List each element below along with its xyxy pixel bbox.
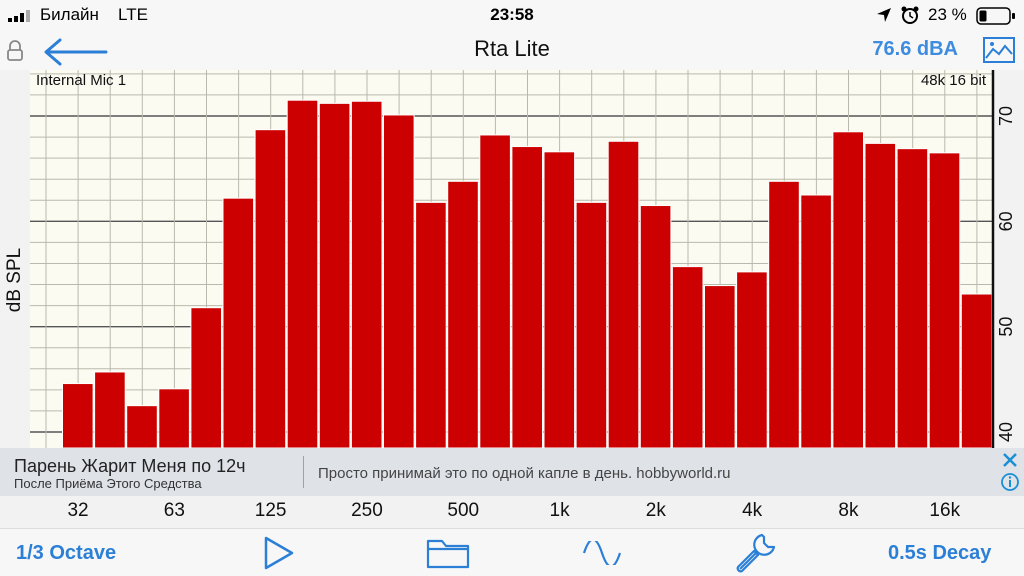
input-label: Internal Mic 1	[36, 72, 126, 89]
x-tick-label: 500	[447, 500, 480, 521]
navigation-bar: Rta Lite 76.6 dBA	[0, 30, 1024, 71]
spectrum-bar	[286, 99, 319, 449]
spectrum-bar	[415, 201, 447, 449]
spectrum-bar	[350, 100, 383, 449]
spectrum-bar	[704, 285, 736, 449]
spectrum-bar	[832, 131, 865, 449]
decay-button[interactable]: 0.5s Decay	[888, 542, 992, 564]
ad-subtitle[interactable]: После Приёма Этого Средства	[14, 476, 202, 491]
spectrum-bar	[447, 180, 479, 449]
spectrum-bar	[511, 146, 543, 449]
x-tick-label: 32	[67, 500, 89, 521]
y-tick-label: 70	[996, 106, 1016, 126]
spectrum-bar	[318, 102, 351, 449]
spectrum-bar	[928, 152, 961, 449]
spectrum-bar	[158, 388, 190, 449]
spectrum-bar	[575, 201, 608, 449]
back-arrow-icon[interactable]	[42, 38, 108, 66]
x-tick-label: 2k	[645, 500, 666, 521]
spectrum-bar	[736, 271, 768, 449]
spectrum-bar	[960, 293, 993, 449]
rta-chart[interactable]: 40 50 60 70 dB SPL Internal Mic 1 48k 16 bit	[0, 70, 1024, 449]
info-icon[interactable]	[1000, 472, 1020, 492]
frequency-axis: 32 63 125 250 500 1k 2k 4k 8k 16k	[0, 496, 1024, 528]
spl-level-readout[interactable]: 76.6 dBA	[872, 38, 958, 60]
signal-icon	[8, 10, 30, 22]
spectrum-bar	[126, 405, 158, 449]
x-tick-label: 250	[351, 500, 383, 521]
spectrum-bar	[639, 205, 672, 449]
spectrum-bar	[607, 140, 640, 449]
x-tick-label: 4k	[742, 500, 763, 521]
location-icon	[877, 8, 891, 22]
octave-button[interactable]: 1/3 Octave	[16, 542, 117, 564]
spectrum-bar	[479, 134, 511, 449]
x-tick-label: 63	[163, 500, 185, 521]
battery-icon	[976, 7, 1015, 25]
x-tick-label: 8k	[838, 500, 859, 521]
waveform-icon[interactable]	[582, 541, 622, 565]
ad-banner[interactable]: Парень Жарит Меня по 12ч После Приёма Эт…	[0, 448, 1024, 496]
close-icon[interactable]	[1000, 450, 1020, 470]
clock: 23:58	[490, 5, 534, 24]
spectrum-bar	[190, 307, 222, 449]
wrench-icon[interactable]	[734, 531, 778, 573]
spectrum-bar	[800, 194, 832, 449]
y-tick-label: 50	[996, 317, 1016, 337]
y-axis-strip	[993, 70, 1024, 448]
spectrum-bar	[254, 129, 287, 449]
x-tick-label: 125	[254, 500, 287, 521]
ad-description[interactable]: Просто принимай это по одной капле в ден…	[318, 465, 731, 482]
spectrum-bar	[222, 197, 255, 449]
play-icon[interactable]	[262, 535, 296, 571]
status-bar: Билайн LTE 23:58 23 %	[0, 0, 1024, 30]
y-axis-label: dB SPL	[4, 248, 25, 312]
spectrum-bar	[768, 180, 800, 449]
rta-chart-svg: 40 50 60 70 dB SPL Internal Mic 1 48k 16 bit	[0, 70, 1024, 449]
x-tick-label: 1k	[549, 500, 570, 521]
spectrum-bar	[671, 266, 704, 449]
y-tick-label: 60	[996, 211, 1016, 231]
x-tick-label: 16k	[929, 500, 961, 521]
carrier-label: Билайн	[40, 5, 99, 24]
format-label: 48k 16 bit	[921, 72, 987, 89]
y-tick-label: 40	[996, 422, 1016, 442]
bottom-toolbar: 1/3 Octave 0.5s Decay	[0, 528, 1024, 576]
spectrum-bar	[383, 114, 415, 449]
spectrum-bar	[94, 371, 126, 449]
alarm-icon	[901, 6, 919, 24]
page-title: Rta Lite	[474, 36, 550, 61]
spectrum-bar	[864, 142, 897, 449]
battery-percent: 23 %	[928, 5, 967, 24]
lock-icon[interactable]	[6, 40, 24, 62]
ad-title[interactable]: Парень Жарит Меня по 12ч	[14, 456, 246, 476]
image-icon[interactable]	[982, 36, 1016, 64]
network-label: LTE	[118, 5, 148, 24]
folder-icon[interactable]	[426, 537, 470, 569]
spectrum-bar	[543, 151, 576, 449]
y-label-strip	[0, 70, 30, 448]
spectrum-bar	[62, 383, 94, 449]
spectrum-bar	[896, 148, 929, 449]
ad-divider	[303, 456, 304, 488]
